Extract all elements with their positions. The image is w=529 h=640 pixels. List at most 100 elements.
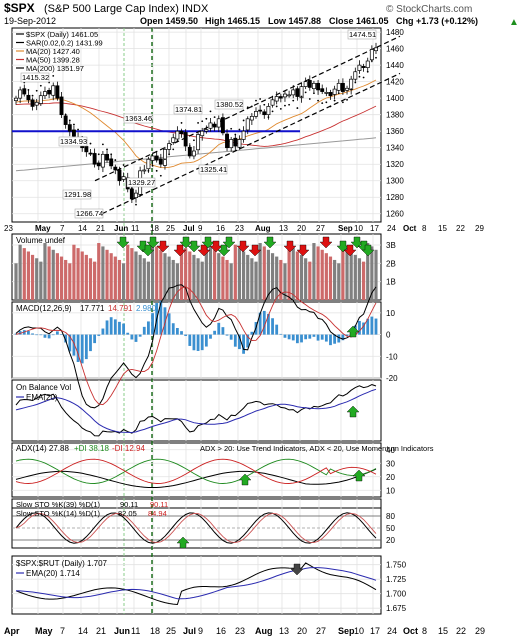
buy-arrow-icon xyxy=(146,236,160,249)
date-label-top: Sep xyxy=(338,224,353,233)
volume-bar xyxy=(26,251,31,300)
volume-bar xyxy=(345,248,349,300)
volume-bar xyxy=(47,246,51,300)
ratio-legend-name: $SPX:$RUT (Daily) 1.707 xyxy=(16,559,108,568)
low-value: Low 1457.88 xyxy=(268,16,321,26)
candle-body xyxy=(51,85,56,96)
macd-histogram-bar xyxy=(209,334,212,339)
candle-body xyxy=(59,96,64,116)
volume-bar xyxy=(217,253,221,300)
date-label-top: 27 xyxy=(316,224,325,233)
date-label-top: 25 xyxy=(166,224,175,233)
macd-histogram-bar xyxy=(204,334,208,347)
sar-dot xyxy=(308,98,311,100)
adx-axis-label: 20 xyxy=(386,473,395,482)
date-label-bottom: Oct xyxy=(403,626,418,636)
candle-body xyxy=(220,117,225,134)
candle-body xyxy=(63,115,68,125)
volume-bar xyxy=(121,263,126,300)
sar-dot xyxy=(114,159,117,161)
sar-dot xyxy=(56,86,59,89)
volume-bar xyxy=(254,261,258,300)
date-label-top: 9 xyxy=(198,224,203,233)
candle-body xyxy=(365,60,370,68)
sar-dot xyxy=(337,92,340,95)
sar-dot xyxy=(255,99,257,102)
macd-histogram-bar xyxy=(221,327,225,335)
date-label-bottom: May xyxy=(35,626,53,636)
date-label-bottom: 8 xyxy=(422,626,427,636)
annotation-box xyxy=(20,72,50,83)
date-label-top: 29 xyxy=(475,224,484,233)
buy-arrow-icon xyxy=(350,236,364,249)
volume-bar xyxy=(126,244,130,300)
date-label-bottom: 10 xyxy=(354,626,364,636)
candle-body xyxy=(175,130,180,140)
candle-body xyxy=(328,92,333,97)
volume-bar xyxy=(374,249,378,300)
volume-bar xyxy=(146,261,151,300)
candle-body xyxy=(287,94,292,97)
candle-body xyxy=(262,111,267,116)
price-legend-item: MA(200) 1351.97 xyxy=(26,64,84,73)
volume-bar xyxy=(221,256,225,300)
sar-dot xyxy=(333,99,336,102)
adx-legend-name: ADX(14) 27.88 xyxy=(16,444,69,453)
sar-dot xyxy=(180,122,183,124)
candle-body xyxy=(121,176,126,180)
candle-body xyxy=(134,192,138,198)
candle-body xyxy=(88,152,93,155)
sto-d-line xyxy=(15,512,377,544)
macd-histogram-bar xyxy=(171,323,175,335)
volume-axis-label: 1B xyxy=(386,278,396,287)
candle-body xyxy=(92,153,97,165)
sell-arrow-icon xyxy=(209,240,223,253)
macd-histogram-bar xyxy=(105,320,109,335)
volume-bar xyxy=(308,261,312,300)
candle-body xyxy=(361,66,366,68)
price-axis-label: 1320 xyxy=(386,160,404,169)
sar-dot xyxy=(358,75,361,78)
volume-bar xyxy=(68,263,72,300)
macd-histogram-bar xyxy=(134,334,138,342)
sar-dot xyxy=(188,145,191,147)
candle-body xyxy=(233,137,238,147)
macd-histogram-bar xyxy=(229,334,233,340)
candle-body xyxy=(212,123,217,128)
date-label-bottom: 14 xyxy=(78,626,88,636)
volume-bar xyxy=(270,253,275,300)
macd-histogram-bar xyxy=(151,313,154,335)
sar-dot xyxy=(346,98,348,101)
volume-bar xyxy=(51,249,55,300)
candle-body xyxy=(158,158,163,165)
buy-arrow-icon xyxy=(346,325,360,338)
sell-arrow-icon xyxy=(248,244,262,257)
price-annotation: 1325.41 xyxy=(200,165,227,174)
date-label-bottom: 15 xyxy=(438,626,448,636)
macd-histogram-bar xyxy=(43,334,47,338)
macd-histogram-bar xyxy=(329,334,332,346)
sar-dot xyxy=(73,123,75,126)
ratio-axis-label: 1.675 xyxy=(386,604,407,613)
date-label-top: 20 xyxy=(297,224,306,233)
sto-axis-label: 50 xyxy=(386,524,395,533)
macd-histogram-bar xyxy=(308,334,312,339)
volume-bar xyxy=(341,244,345,300)
macd-legend-hist: 2.980 xyxy=(136,304,157,313)
volume-bar xyxy=(262,246,266,300)
macd-histogram-bar xyxy=(64,334,68,343)
buy-arrow-icon xyxy=(176,536,190,549)
sell-arrow-icon xyxy=(156,240,170,253)
sar-dot xyxy=(304,91,307,94)
candle-body xyxy=(55,85,60,99)
macd-histogram-bar xyxy=(333,334,337,344)
sar-dot xyxy=(238,128,241,131)
date-label-bottom: 27 xyxy=(316,626,326,636)
date-label-bottom: 22 xyxy=(456,626,466,636)
volume-bar xyxy=(30,254,35,300)
volume-bar xyxy=(88,258,93,300)
volume-bar xyxy=(142,258,146,300)
sar-dot xyxy=(321,102,324,105)
price-panel-frame xyxy=(11,27,382,223)
candle-body xyxy=(324,92,329,94)
